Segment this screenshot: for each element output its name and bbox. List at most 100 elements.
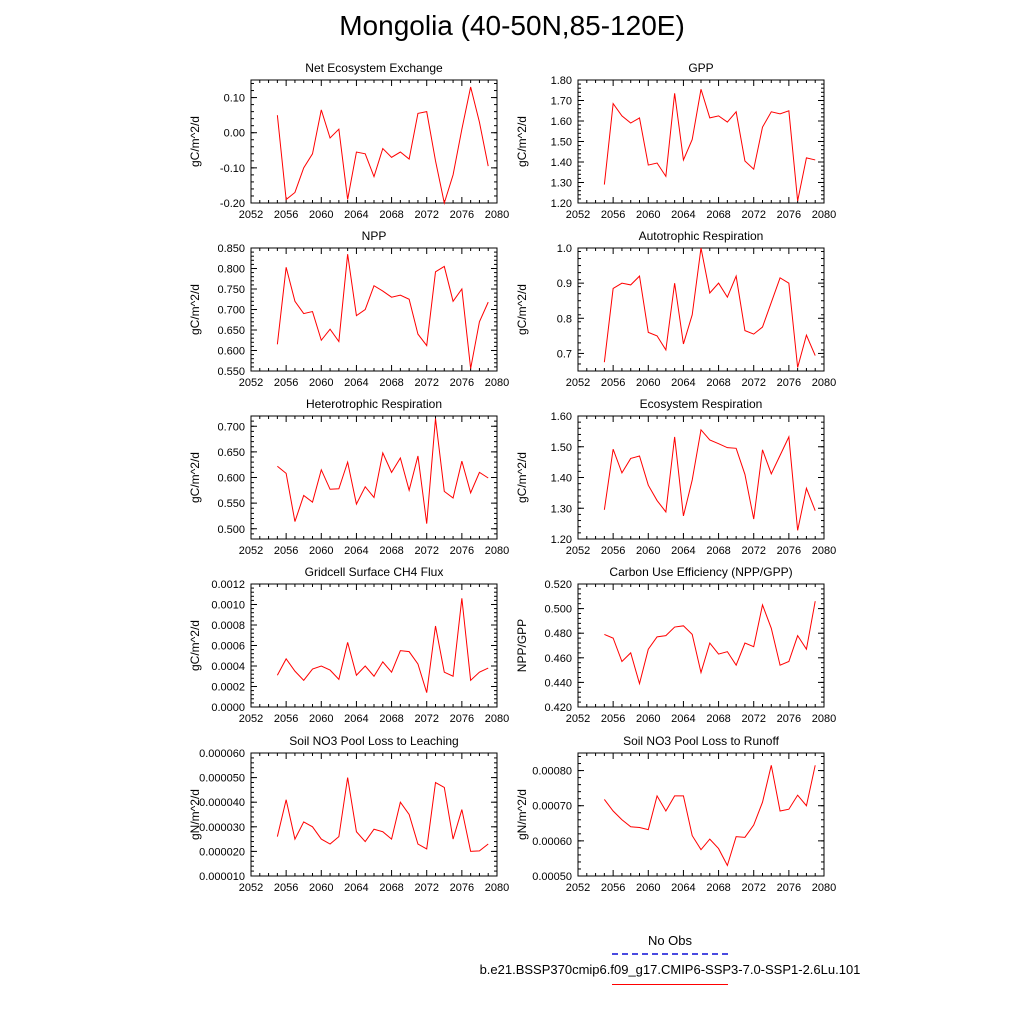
y-tick-label: 0.480 — [544, 628, 572, 640]
x-tick-label: 2076 — [777, 377, 801, 389]
plot-frame — [577, 415, 825, 540]
x-tick-label: 2080 — [485, 882, 509, 894]
chart-title: Heterotrophic Respiration — [306, 397, 442, 411]
y-tick-label: 0.0006 — [211, 641, 245, 653]
chart-panel-7: Gridcell Surface CH4 Flux gC/m^2/d 2052 205… — [188, 565, 509, 725]
y-axis-label: gC/m^2/d — [515, 284, 529, 335]
plot-frame — [577, 79, 825, 204]
y-tick-label: 0.00060 — [532, 836, 572, 848]
x-tick-label: 2068 — [379, 882, 403, 894]
x-tick-label: 2060 — [309, 377, 333, 389]
x-tick-label: 2060 — [309, 882, 333, 894]
x-tick-label: 2064 — [671, 377, 695, 389]
y-tick-label: 0.8 — [557, 313, 572, 325]
x-tick-label: 2064 — [344, 713, 368, 725]
chart-panel-8: Carbon Use Efficiency (NPP/GPP) NPP/GPP 20… — [515, 565, 836, 725]
y-tick-label: 0.520 — [544, 579, 572, 591]
chart-title: Carbon Use Efficiency (NPP/GPP) — [609, 565, 792, 579]
y-tick-label: 0.700 — [217, 305, 245, 317]
x-tick-label: 2068 — [706, 545, 730, 557]
y-tick-label: 0.0008 — [211, 620, 245, 632]
x-tick-label: 2072 — [414, 882, 438, 894]
x-tick-label: 2068 — [706, 377, 730, 389]
y-axis-label: gC/m^2/d — [515, 452, 529, 503]
x-tick-label: 2052 — [566, 882, 590, 894]
x-tick-label: 2064 — [344, 209, 368, 221]
chart-panel-6: Ecosystem Respiration gC/m^2/d 2052 2056 206… — [515, 397, 836, 557]
x-tick-label: 2076 — [450, 545, 474, 557]
y-tick-label: 0.000010 — [199, 871, 245, 883]
chart-panel-10: Soil NO3 Pool Loss to Runoff gN/m^2/d 2052… — [515, 734, 836, 894]
y-tick-label: 1.20 — [551, 534, 572, 546]
series-line — [277, 418, 489, 524]
y-tick-label: 0.000060 — [199, 748, 245, 760]
series-line — [603, 247, 816, 368]
chart-panel-5: Heterotrophic Respiration gC/m^2/d 2052 205… — [188, 397, 509, 557]
x-tick-label: 2080 — [812, 209, 836, 221]
chart-title: Soil NO3 Pool Loss to Leaching — [289, 734, 458, 748]
y-axis-label: gC/m^2/d — [188, 284, 202, 335]
x-tick-label: 2072 — [741, 377, 765, 389]
y-tick-label: 0.9 — [557, 278, 572, 290]
x-tick-label: 2052 — [239, 377, 263, 389]
chart-panel-3: NPP gC/m^2/d 2052 2056 2060 2064 2068 2072 2076 2… — [188, 229, 509, 389]
x-tick-label: 2072 — [414, 377, 438, 389]
x-tick-label: 2060 — [636, 545, 660, 557]
y-tick-label: 0.0012 — [211, 579, 245, 591]
x-tick-label: 2064 — [344, 377, 368, 389]
x-tick-label: 2068 — [379, 377, 403, 389]
y-tick-label: 0.000030 — [199, 822, 245, 834]
chart-panel-2: GPP gC/m^2/d 2052 2056 2060 2064 2068 2072 2076 2… — [515, 61, 836, 221]
x-tick-label: 2052 — [566, 545, 590, 557]
x-tick-label: 2080 — [812, 882, 836, 894]
y-tick-label: 1.70 — [551, 96, 572, 108]
chart-title: Net Ecosystem Exchange — [305, 61, 443, 75]
x-tick-label: 2052 — [239, 545, 263, 557]
chart-panel-9: Soil NO3 Pool Loss to Leaching gN/m^2/d 20… — [188, 734, 509, 894]
chart-title: Ecosystem Respiration — [640, 397, 763, 411]
x-tick-label: 2056 — [274, 377, 298, 389]
chart-title: Soil NO3 Pool Loss to Runoff — [623, 734, 780, 748]
chart-panel-4: Autotrophic Respiration gC/m^2/d 2052 2056 2… — [515, 229, 836, 389]
legend-obs-line — [612, 953, 728, 955]
y-tick-label: 1.60 — [551, 116, 572, 128]
y-tick-label: 0.000040 — [199, 797, 245, 809]
x-tick-label: 2076 — [777, 209, 801, 221]
y-tick-label: 1.60 — [551, 411, 572, 423]
series-line — [276, 598, 489, 693]
x-tick-label: 2076 — [450, 209, 474, 221]
chart-title: NPP — [362, 229, 387, 243]
figure-title: Mongolia (40-50N,85-120E) — [339, 10, 685, 41]
series-line — [603, 765, 816, 867]
x-tick-label: 2056 — [274, 209, 298, 221]
x-tick-label: 2064 — [671, 882, 695, 894]
x-tick-label: 2076 — [777, 882, 801, 894]
y-tick-label: 0.650 — [217, 447, 245, 459]
y-tick-label: 1.0 — [557, 243, 572, 255]
y-tick-label: 0.550 — [217, 498, 245, 510]
x-tick-label: 2056 — [274, 713, 298, 725]
x-tick-label: 2060 — [636, 882, 660, 894]
x-tick-label: 2064 — [671, 209, 695, 221]
x-tick-label: 2060 — [636, 713, 660, 725]
x-tick-label: 2068 — [706, 209, 730, 221]
x-tick-label: 2052 — [239, 713, 263, 725]
y-tick-label: 0.600 — [217, 346, 245, 358]
x-tick-label: 2056 — [601, 377, 625, 389]
x-tick-label: 2052 — [566, 713, 590, 725]
chart-title: Gridcell Surface CH4 Flux — [305, 565, 444, 579]
x-tick-label: 2072 — [741, 545, 765, 557]
chart-title: Autotrophic Respiration — [639, 229, 764, 243]
series-line — [276, 777, 489, 852]
x-tick-label: 2068 — [706, 882, 730, 894]
x-tick-label: 2076 — [450, 713, 474, 725]
y-tick-label: -0.20 — [220, 198, 245, 210]
x-tick-label: 2076 — [450, 377, 474, 389]
y-tick-label: 0.460 — [544, 653, 572, 665]
x-tick-label: 2080 — [812, 545, 836, 557]
y-axis-label: gN/m^2/d — [188, 789, 202, 840]
chart-title: GPP — [688, 61, 713, 75]
x-tick-label: 2060 — [309, 209, 333, 221]
y-tick-label: 1.80 — [551, 75, 572, 87]
y-tick-label: 0.650 — [217, 325, 245, 337]
